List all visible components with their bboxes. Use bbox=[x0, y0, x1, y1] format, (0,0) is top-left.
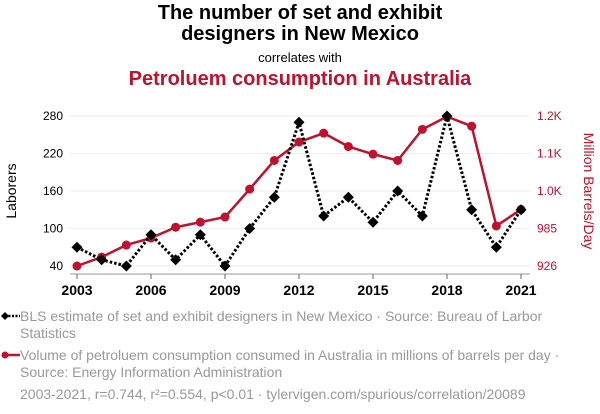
x-tick-label: 2021 bbox=[505, 282, 536, 298]
series-2-point bbox=[220, 212, 230, 222]
series-2-point bbox=[269, 155, 279, 165]
series-1-point bbox=[490, 241, 502, 253]
left-tick-label: 160 bbox=[43, 184, 63, 198]
series-1-point bbox=[293, 116, 305, 128]
chart-title: The number of set and exhibit designers … bbox=[0, 3, 600, 45]
grid-lines bbox=[70, 115, 530, 267]
right-tick-label: 985 bbox=[537, 222, 557, 236]
series-2-point bbox=[72, 261, 82, 271]
series-1-point bbox=[466, 204, 478, 216]
series-2-point bbox=[121, 240, 131, 250]
red-solid-circle-line-icon bbox=[1, 351, 20, 359]
chart-subtitle: correlates with bbox=[258, 50, 342, 65]
series-2-point bbox=[393, 155, 403, 165]
series-1-point bbox=[342, 191, 354, 203]
right-tick-label: 1.2K bbox=[537, 109, 562, 123]
series-1-point bbox=[441, 110, 453, 122]
title-line-1: The number of set and exhibit bbox=[157, 2, 443, 24]
right-tick-label: 1.1K bbox=[537, 147, 562, 161]
legend-item-1: BLS estimate of set and exhibit designer… bbox=[1, 308, 580, 342]
series-2-point bbox=[195, 217, 205, 227]
series-1-point bbox=[416, 210, 428, 222]
series-1-point bbox=[71, 241, 83, 253]
series-1-point bbox=[170, 254, 182, 266]
title-line-2: designers in New Mexico bbox=[181, 23, 419, 45]
footer-stats: 2003-2021, r=0.744, r²=0.554, p<0.01 · t… bbox=[20, 386, 526, 402]
left-tick-label: 100 bbox=[43, 222, 63, 236]
legend-label-2: Volume of petroluem consumption consumed… bbox=[20, 347, 560, 380]
series-1-point bbox=[318, 210, 330, 222]
series-1-point bbox=[268, 191, 280, 203]
x-tick-label: 2003 bbox=[61, 282, 92, 298]
series-1-point bbox=[96, 254, 108, 266]
series-2-point bbox=[467, 121, 477, 131]
series-2-point bbox=[368, 149, 378, 159]
series-1-point bbox=[194, 229, 206, 241]
series-2-point bbox=[491, 221, 501, 231]
left-axis-label: Laborers bbox=[3, 163, 19, 218]
right-axis-label: Million Barrels/Day bbox=[581, 133, 597, 250]
series-1-point bbox=[515, 204, 527, 216]
series-2-point bbox=[245, 184, 255, 194]
x-tick-label: 2006 bbox=[135, 282, 166, 298]
right-tick-label: 1.0K bbox=[537, 184, 562, 198]
axes: 40 926 100 985 160 1.0K 220 1.1K 280 1.2K 2003 2006… bbox=[3, 109, 597, 298]
series-1-point bbox=[367, 216, 379, 228]
black-dotted-diamond-line-icon bbox=[1, 312, 20, 320]
series-1-point bbox=[145, 229, 157, 241]
series-2-point bbox=[343, 142, 353, 152]
legend-label-1: BLS estimate of set and exhibit designer… bbox=[20, 308, 543, 341]
legend-item-2: Volume of petroluem consumption consumed… bbox=[1, 347, 580, 381]
series-group bbox=[71, 110, 527, 272]
x-tick-label: 2018 bbox=[431, 282, 462, 298]
chart-title-2: Petroluem consumption in Australia bbox=[128, 68, 472, 90]
series-1-point bbox=[219, 260, 231, 272]
left-tick-label: 40 bbox=[50, 259, 64, 273]
series-1-point bbox=[244, 223, 256, 234]
x-tick-label: 2015 bbox=[357, 282, 388, 298]
series-1-point bbox=[120, 260, 132, 272]
x-tick-label: 2012 bbox=[283, 282, 314, 298]
right-tick-label: 926 bbox=[537, 259, 557, 273]
series-2-point bbox=[417, 124, 427, 134]
series-2-point bbox=[319, 128, 329, 138]
left-tick-label: 220 bbox=[43, 147, 63, 161]
x-tick-label: 2009 bbox=[209, 282, 240, 298]
series-1-point bbox=[392, 185, 404, 197]
series-2-point bbox=[294, 137, 304, 147]
left-tick-label: 280 bbox=[43, 109, 63, 123]
series-2-point bbox=[171, 222, 181, 232]
